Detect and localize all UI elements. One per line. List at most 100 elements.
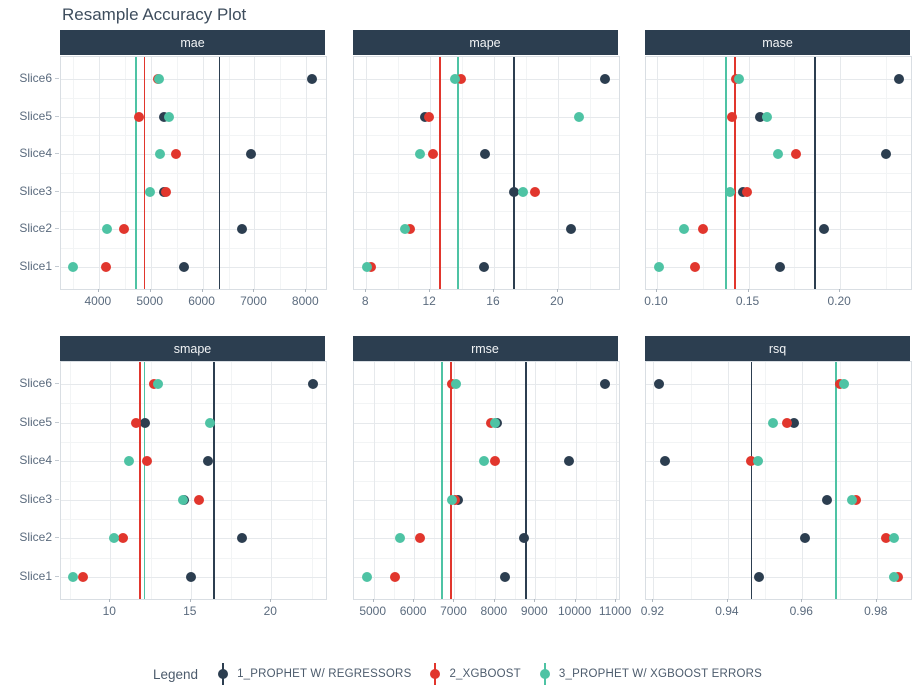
legend-item-2: 2_XGBOOST xyxy=(429,662,521,686)
data-point xyxy=(133,111,144,122)
data-point xyxy=(186,572,197,582)
mean-vline-3 xyxy=(135,57,137,289)
data-point xyxy=(414,533,425,544)
x-tick-mark xyxy=(372,599,374,602)
gridline-major-x xyxy=(656,57,658,289)
gridline-minor-y xyxy=(646,135,911,137)
data-point xyxy=(754,111,765,122)
y-tick-label: Slice5 xyxy=(19,108,52,123)
x-tick-label: 7000 xyxy=(440,604,467,618)
y-tick-mark xyxy=(55,78,59,79)
facet-panel-mase xyxy=(645,56,912,290)
x-tick-mark xyxy=(556,289,558,292)
gridline-minor-y xyxy=(61,441,326,443)
data-point xyxy=(893,74,904,84)
gridline-major-x xyxy=(493,57,495,289)
legend-item-label: 1_PROPHET W/ REGRESSORS xyxy=(237,668,412,680)
y-tick-mark xyxy=(55,383,59,384)
x-tick-label: 0.96 xyxy=(789,604,813,618)
data-point xyxy=(236,224,247,235)
x-tick-mark xyxy=(109,599,111,602)
mean-vline-1 xyxy=(814,57,816,289)
facet-strip-rmse: rmse xyxy=(352,336,618,361)
y-tick-mark xyxy=(55,190,59,192)
x-tick-mark xyxy=(413,599,415,602)
gridline-minor-y xyxy=(61,519,326,521)
y-tick-label: Slice4 xyxy=(19,453,52,468)
gridline-minor-y xyxy=(646,480,911,482)
gridline-major-x xyxy=(190,362,192,599)
gridline-major-x xyxy=(373,362,375,599)
mean-vline-2 xyxy=(143,57,146,289)
gridline-major-y xyxy=(646,499,911,501)
gridline-major-y xyxy=(646,461,911,463)
legend-item-label: 2_XGBOOST xyxy=(449,668,521,680)
data-point xyxy=(517,186,528,197)
x-tick-mark xyxy=(726,599,728,602)
x-tick-label: 0.15 xyxy=(735,294,760,308)
gridline-major-y xyxy=(353,79,619,80)
x-tick-label: 4000 xyxy=(84,294,112,308)
mean-vline-2 xyxy=(139,362,141,599)
gridline-major-y xyxy=(646,538,911,540)
gridline-major-x xyxy=(110,362,112,599)
y-tick-mark xyxy=(55,266,59,267)
gridline-major-y xyxy=(646,384,911,385)
data-point xyxy=(490,417,501,428)
gridline-major-x xyxy=(98,57,100,289)
data-point xyxy=(205,417,216,428)
gridline-major-x xyxy=(254,57,256,289)
data-point xyxy=(564,456,575,467)
gridline-major-x xyxy=(653,362,655,599)
gridline-major-x xyxy=(150,57,152,289)
data-point xyxy=(490,456,501,467)
gridline-major-x xyxy=(430,57,432,289)
y-tick-label: Slice2 xyxy=(19,530,52,545)
gridline-minor-y xyxy=(61,248,326,250)
data-point xyxy=(158,111,169,122)
x-tick-label: 8 xyxy=(361,294,369,308)
data-point xyxy=(101,224,112,235)
data-point xyxy=(697,224,708,235)
mean-vline-1 xyxy=(218,57,221,289)
gridline-major-y xyxy=(61,116,326,118)
x-tick-mark xyxy=(574,599,576,602)
gridline-minor-y xyxy=(61,480,326,482)
facet-strip-mase: mase xyxy=(645,30,910,55)
data-point xyxy=(163,111,174,122)
gridline-major-y xyxy=(61,499,326,501)
mean-vline-1 xyxy=(213,362,215,599)
data-point xyxy=(399,224,410,235)
data-point xyxy=(308,379,319,389)
x-tick-label: 7000 xyxy=(240,294,267,308)
data-point xyxy=(117,533,128,544)
data-point xyxy=(456,74,467,84)
x-tick-mark xyxy=(453,599,455,602)
data-point xyxy=(573,111,584,122)
gridline-major-y xyxy=(61,79,326,80)
gridline-major-y xyxy=(353,229,619,231)
data-point xyxy=(789,417,800,428)
gridline-minor-y xyxy=(353,403,619,405)
legend-key-dot xyxy=(218,669,229,679)
gridline-major-x xyxy=(840,57,842,289)
data-point xyxy=(659,456,670,467)
gridline-minor-y xyxy=(646,557,911,559)
data-point xyxy=(725,186,736,197)
gridline-minor-y xyxy=(353,519,619,521)
data-point xyxy=(781,417,792,428)
gridline-minor-y xyxy=(61,403,326,405)
y-tick-label: Slice3 xyxy=(19,491,52,506)
plot-title: Resample Accuracy Plot xyxy=(62,5,247,24)
x-tick-mark xyxy=(534,599,536,602)
data-point xyxy=(881,533,892,544)
data-point xyxy=(727,111,738,122)
data-point xyxy=(170,149,181,160)
gridline-minor-y xyxy=(353,248,619,250)
data-point xyxy=(203,456,214,467)
x-tick-label: 11000 xyxy=(598,604,632,618)
x-tick-label: 15 xyxy=(183,604,197,618)
data-point xyxy=(600,379,611,389)
data-point xyxy=(653,262,664,272)
y-tick-mark xyxy=(55,460,59,462)
